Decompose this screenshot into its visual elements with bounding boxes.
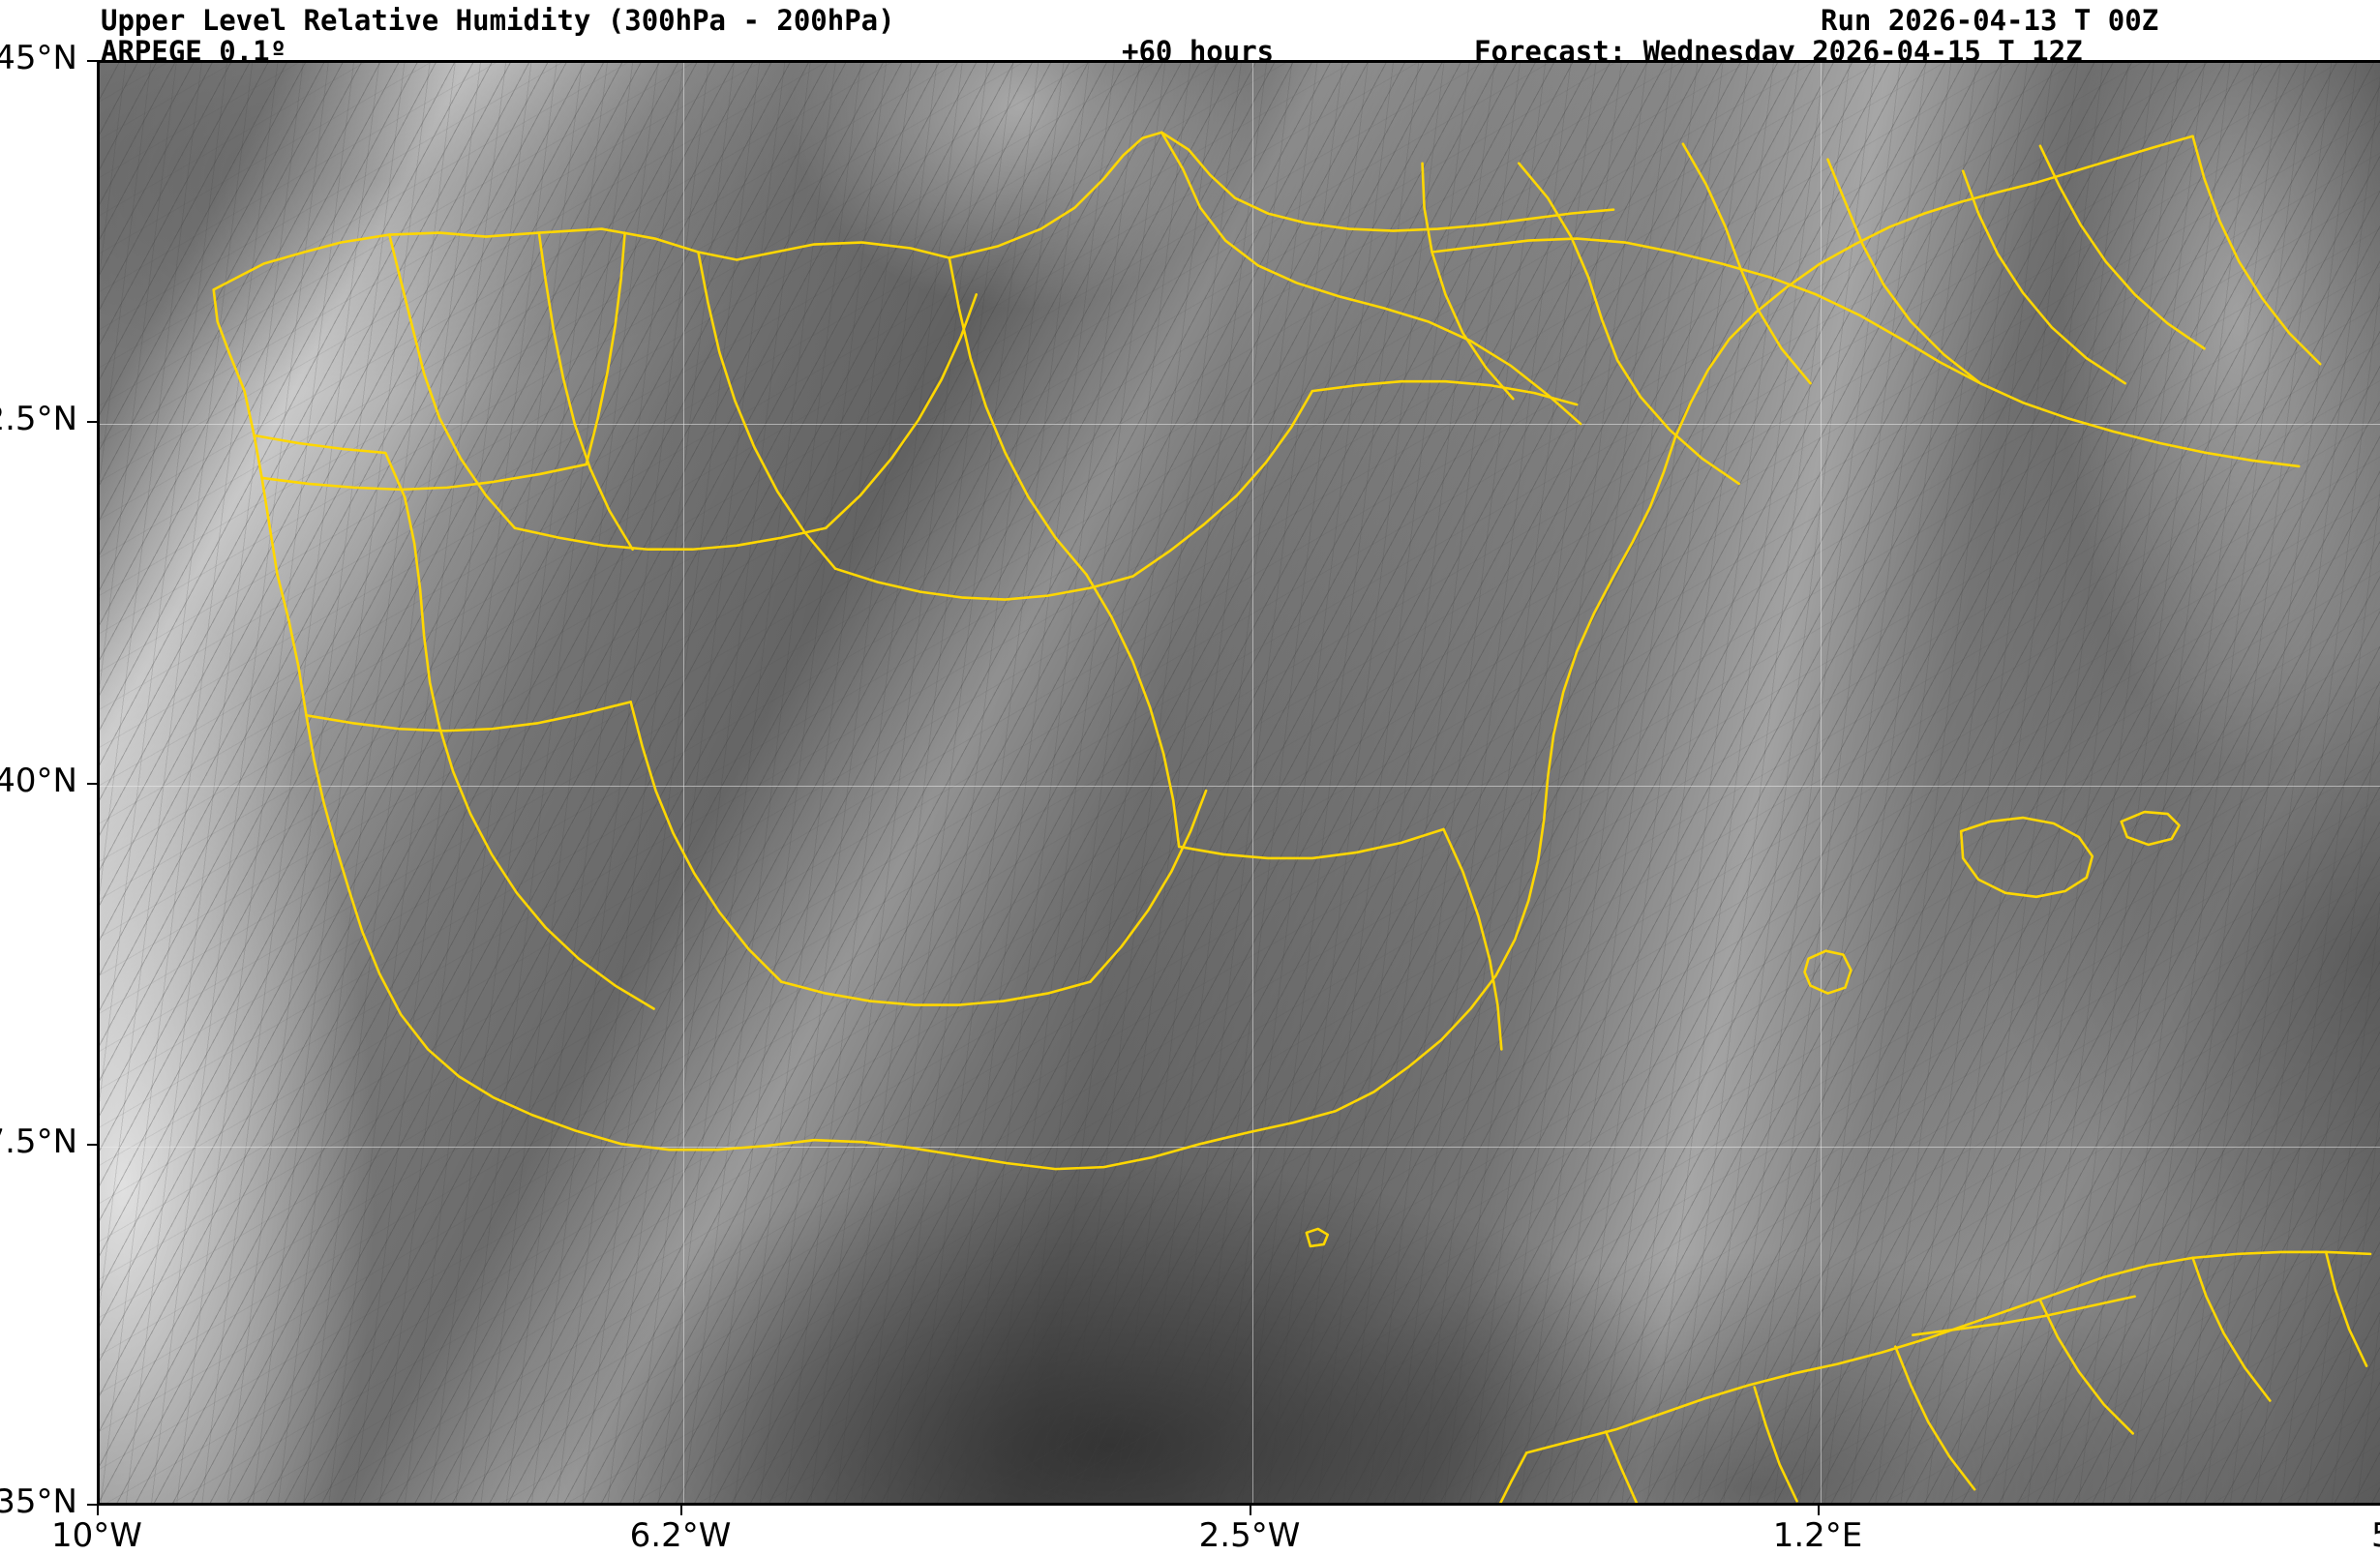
border-spain-admin-6 xyxy=(948,256,1088,576)
run-timestamp: Run 2026-04-13 T 00Z xyxy=(1821,4,2159,37)
border-spain-admin-11 xyxy=(629,701,783,983)
ytick-40N xyxy=(87,783,97,785)
border-spain-admin-4 xyxy=(697,251,837,570)
xtick-label-10W: 10°W xyxy=(51,1516,142,1555)
page-title: Upper Level Relative Humidity (300hPa - … xyxy=(101,4,895,37)
ytick-label-37.5N: 37.5°N xyxy=(0,1122,77,1161)
border-france-admin-7 xyxy=(2191,135,2322,366)
border-africa-admin-5 xyxy=(2324,1250,2368,1367)
gridline-lon-1.2E xyxy=(1821,63,1822,1503)
geography-overlay xyxy=(212,131,2372,1503)
border-spain-admin-7 xyxy=(1085,573,1181,849)
border-spain-admin-5 xyxy=(833,567,1134,601)
moist-air-regions xyxy=(100,63,2380,1503)
xtick-6.2W xyxy=(680,1506,682,1515)
ytick-37.5N xyxy=(87,1144,97,1146)
ytick-label-40N: 40°N xyxy=(0,762,77,800)
coastline-north-africa xyxy=(1524,1250,2372,1454)
border-spain-admin-10 xyxy=(305,701,632,733)
border-france-admin-1 xyxy=(1431,237,1903,341)
border-africa-admin-1 xyxy=(1604,1430,1639,1503)
border-france-admin-2 xyxy=(1517,162,1741,486)
border-spain-admin-3 xyxy=(537,231,634,552)
border-spain-admin-2 xyxy=(513,526,828,552)
coastline-mallorca xyxy=(1959,816,2094,899)
contour-lines-tertiary xyxy=(100,63,2380,1503)
gridline-lat-37.5N xyxy=(100,1147,2380,1148)
border-france-admin-5 xyxy=(1961,169,2126,385)
coastline-iberia-north xyxy=(212,131,1163,291)
gridline-lon-2.5W xyxy=(1252,63,1253,1503)
ytick-label-42.5N: 42.5°N xyxy=(0,400,77,438)
gridline-lon-6.2W xyxy=(683,63,684,1503)
contour-lines-primary xyxy=(100,63,2380,1503)
gridline-lat-42.5N xyxy=(100,424,2380,425)
ytick-label-45N: 45°N xyxy=(0,39,77,77)
coastline-iberia-south xyxy=(812,435,1677,1171)
coastline-iberia-west xyxy=(212,288,816,1151)
ytick-45N xyxy=(87,60,97,62)
border-france-admin-8 xyxy=(2038,144,2206,350)
coastline-africa-west xyxy=(1499,1451,1528,1503)
map-plot-area: 45°N 42.5°N 40°N 37.5°N 35°N 10°W 6.2°W … xyxy=(0,39,2380,1555)
coastline-france-atlantic xyxy=(1421,162,1515,401)
coastline-menorca xyxy=(2120,810,2181,847)
contour-lines-secondary xyxy=(100,63,2380,1503)
border-spain-admin-8 xyxy=(1177,827,1445,860)
border-spain-admin-16 xyxy=(824,293,979,530)
border-spain-admin-14 xyxy=(260,463,588,492)
border-france-admin-6 xyxy=(1899,337,2301,468)
coastline-france-south xyxy=(1160,131,1615,232)
ytick-label-35N: 35°N xyxy=(0,1482,77,1521)
border-france-admin-3 xyxy=(1681,142,1812,385)
ytick-35N xyxy=(87,1504,97,1506)
xtick-label-6.2W: 6.2°W xyxy=(629,1516,732,1555)
xtick-1.2E xyxy=(1818,1506,1820,1515)
map-canvas[interactable] xyxy=(97,60,2380,1506)
xtick-2.5W xyxy=(1250,1506,1251,1515)
border-africa-admin-6 xyxy=(1911,1295,2136,1336)
gridline-lat-40N xyxy=(100,786,2380,787)
border-portugal xyxy=(253,434,655,1010)
border-africa-admin-3 xyxy=(2038,1299,2134,1435)
border-spain-admin-18 xyxy=(1311,379,1579,406)
border-morocco-algeria xyxy=(1753,1386,1798,1503)
xtick-label-2.5W: 2.5°W xyxy=(1198,1516,1301,1555)
border-spain-admin-15 xyxy=(585,231,626,466)
border-pyrenees xyxy=(1160,131,1582,426)
border-spain-admin-17 xyxy=(1131,389,1314,578)
ytick-42.5N xyxy=(87,421,97,423)
border-spain-admin-13 xyxy=(1089,789,1208,983)
border-france-admin-4 xyxy=(1826,158,1982,385)
border-africa-admin-2 xyxy=(1894,1345,1976,1491)
border-africa-admin-4 xyxy=(2191,1256,2272,1402)
border-spain-admin-9 xyxy=(1442,827,1503,1051)
coastline-alboran xyxy=(1305,1227,1330,1248)
coastline-ibiza xyxy=(1803,949,1853,995)
xtick-label-1.2E: 1.2°E xyxy=(1772,1516,1863,1555)
xtick-label-5E: 5°E xyxy=(2304,1516,2380,1555)
border-spain-admin-1 xyxy=(387,233,517,530)
coastline-iberia-east xyxy=(1673,135,2194,439)
border-spain-admin-12 xyxy=(779,980,1092,1006)
xtick-10W xyxy=(97,1506,99,1515)
